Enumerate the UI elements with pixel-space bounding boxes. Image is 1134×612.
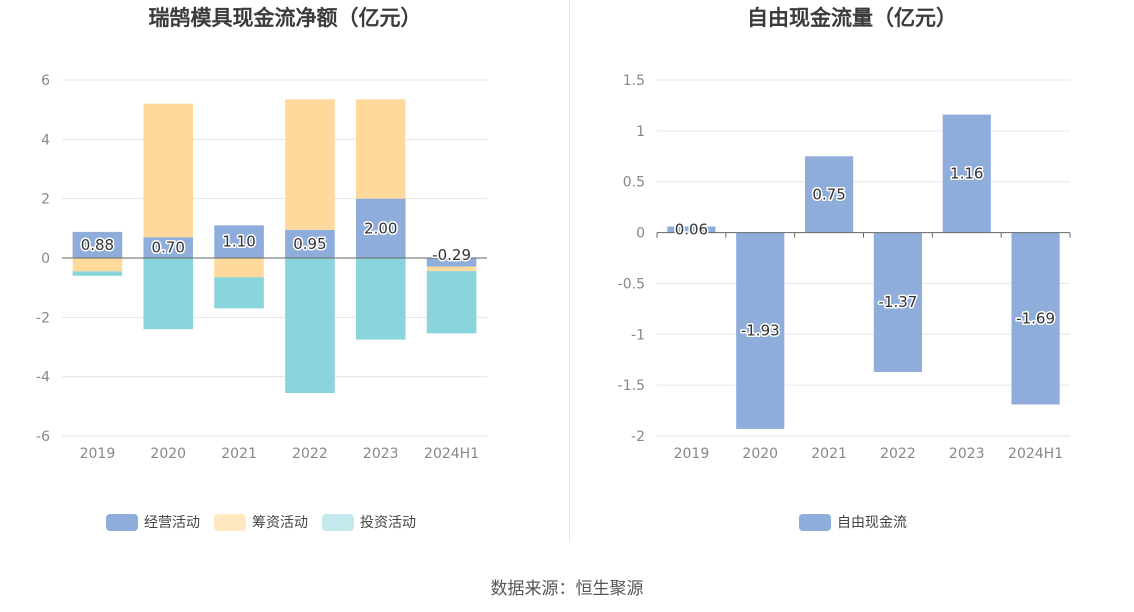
y-tick-label: -1 [631, 327, 645, 343]
y-tick-label: 2 [41, 192, 50, 208]
data-label: -0.29 [432, 246, 471, 264]
legend-swatch-free-cash-flow [799, 513, 831, 531]
right-legend: 自由现金流 [799, 512, 921, 532]
legend-swatch-operating [106, 513, 138, 531]
y-tick-label: 0 [41, 251, 50, 267]
data-label: -1.69 [1016, 310, 1055, 328]
x-tick-label: 2019 [80, 446, 116, 462]
legend-label-investing: 投资活动 [360, 515, 416, 531]
cash-flow-net-chart: -6 -4 -2 0 2 4 6 2019 2020 2021 2022 2023 2024H1 0.88… [36, 73, 487, 462]
bar-investing-2024H1 [426, 271, 477, 334]
bar-investing-2021 [214, 277, 264, 309]
bar-free_cash_flow-2023 [942, 114, 991, 233]
x-tick-label: 2024H1 [1008, 446, 1063, 462]
bar-free_cash_flow-2020 [736, 232, 785, 429]
y-tick-label: -4 [36, 370, 50, 386]
x-tick-label: 2020 [150, 446, 186, 462]
legend-item-free-cash-flow[interactable]: 自由现金流 [799, 512, 907, 532]
legend-item-financing[interactable]: 筹资活动 [214, 512, 308, 532]
y-tick-label: -6 [36, 429, 50, 445]
bar-operating-2019 [72, 231, 123, 258]
y-tick-label: 1 [636, 124, 645, 140]
legend-item-investing[interactable]: 投资活动 [322, 512, 416, 532]
x-tick-label: 2020 [742, 446, 778, 462]
x-tick-label: 2022 [880, 446, 916, 462]
data-label: 0.95 [293, 235, 326, 253]
data-label: -1.93 [741, 322, 780, 340]
bar-operating-2023 [355, 198, 406, 258]
data-label: 2.00 [364, 219, 397, 237]
data-label: 0.06 [675, 221, 708, 239]
bar-financing-2023 [355, 99, 406, 199]
x-tick-label: 2021 [221, 446, 257, 462]
legend-label-free-cash-flow: 自由现金流 [837, 515, 907, 531]
bar-financing-2020 [143, 103, 194, 238]
bar-financing-2024H1 [426, 266, 477, 272]
bar-financing-2021 [214, 258, 264, 278]
panel-divider [569, 0, 570, 542]
bar-investing-2019 [72, 271, 123, 276]
data-label: 0.70 [152, 239, 185, 257]
data-source-note: 数据来源：恒生聚源 [490, 579, 644, 599]
legend-item-operating[interactable]: 经营活动 [106, 512, 200, 532]
data-label: 0.75 [812, 185, 845, 203]
y-tick-label: -1.5 [618, 378, 645, 394]
y-tick-label: -0.5 [618, 276, 645, 292]
right-chart-title: 自由现金流量（亿元） [747, 6, 957, 30]
x-tick-label: 2022 [292, 446, 328, 462]
x-tick-label: 2023 [949, 446, 985, 462]
bar-operating-2020 [143, 237, 194, 258]
y-tick-label: 0 [636, 226, 645, 242]
legend-label-operating: 经营活动 [144, 515, 200, 531]
bar-operating-2022 [285, 229, 335, 258]
x-tick-label: 2021 [811, 446, 847, 462]
y-tick-label: 0.5 [623, 175, 645, 191]
bar-operating-2024H1 [426, 258, 477, 267]
x-tick-label: 2023 [363, 446, 399, 462]
bar-operating-2021 [214, 225, 264, 258]
bar-free_cash_flow-2021 [804, 156, 854, 233]
y-tick-label: 1.5 [623, 73, 645, 89]
y-tick-label: 4 [41, 132, 50, 148]
y-tick-label: -2 [631, 429, 645, 445]
data-label: 1.10 [222, 233, 255, 251]
left-chart-title: 瑞鹄模具现金流净额（亿元） [148, 6, 422, 30]
x-tick-label: 2024H1 [424, 446, 479, 462]
bar-free_cash_flow-2022 [873, 232, 923, 372]
bar-free_cash_flow-2024H1 [1011, 232, 1060, 405]
free-cash-flow-chart: -2 -1.5 -1 -0.5 0 0.5 1 1.5 2019 2020 2021 2022 2023… [618, 73, 1071, 462]
y-tick-label: -2 [36, 310, 50, 326]
bar-financing-2019 [72, 258, 123, 272]
legend-swatch-financing [214, 513, 246, 531]
bar-investing-2020 [143, 258, 194, 330]
data-label: 1.16 [950, 165, 983, 183]
bar-investing-2023 [355, 258, 406, 340]
bar-financing-2022 [285, 99, 335, 230]
bar-free_cash_flow-2019 [667, 226, 716, 233]
data-label: 0.88 [81, 236, 114, 254]
legend-label-financing: 筹资活动 [252, 515, 308, 531]
legend-swatch-investing [322, 513, 354, 531]
x-tick-label: 2019 [674, 446, 710, 462]
left-legend: 经营活动 筹资活动 投资活动 [106, 512, 430, 532]
bar-investing-2022 [285, 258, 335, 393]
data-label: -1.37 [879, 293, 918, 311]
y-tick-label: 6 [41, 73, 50, 89]
